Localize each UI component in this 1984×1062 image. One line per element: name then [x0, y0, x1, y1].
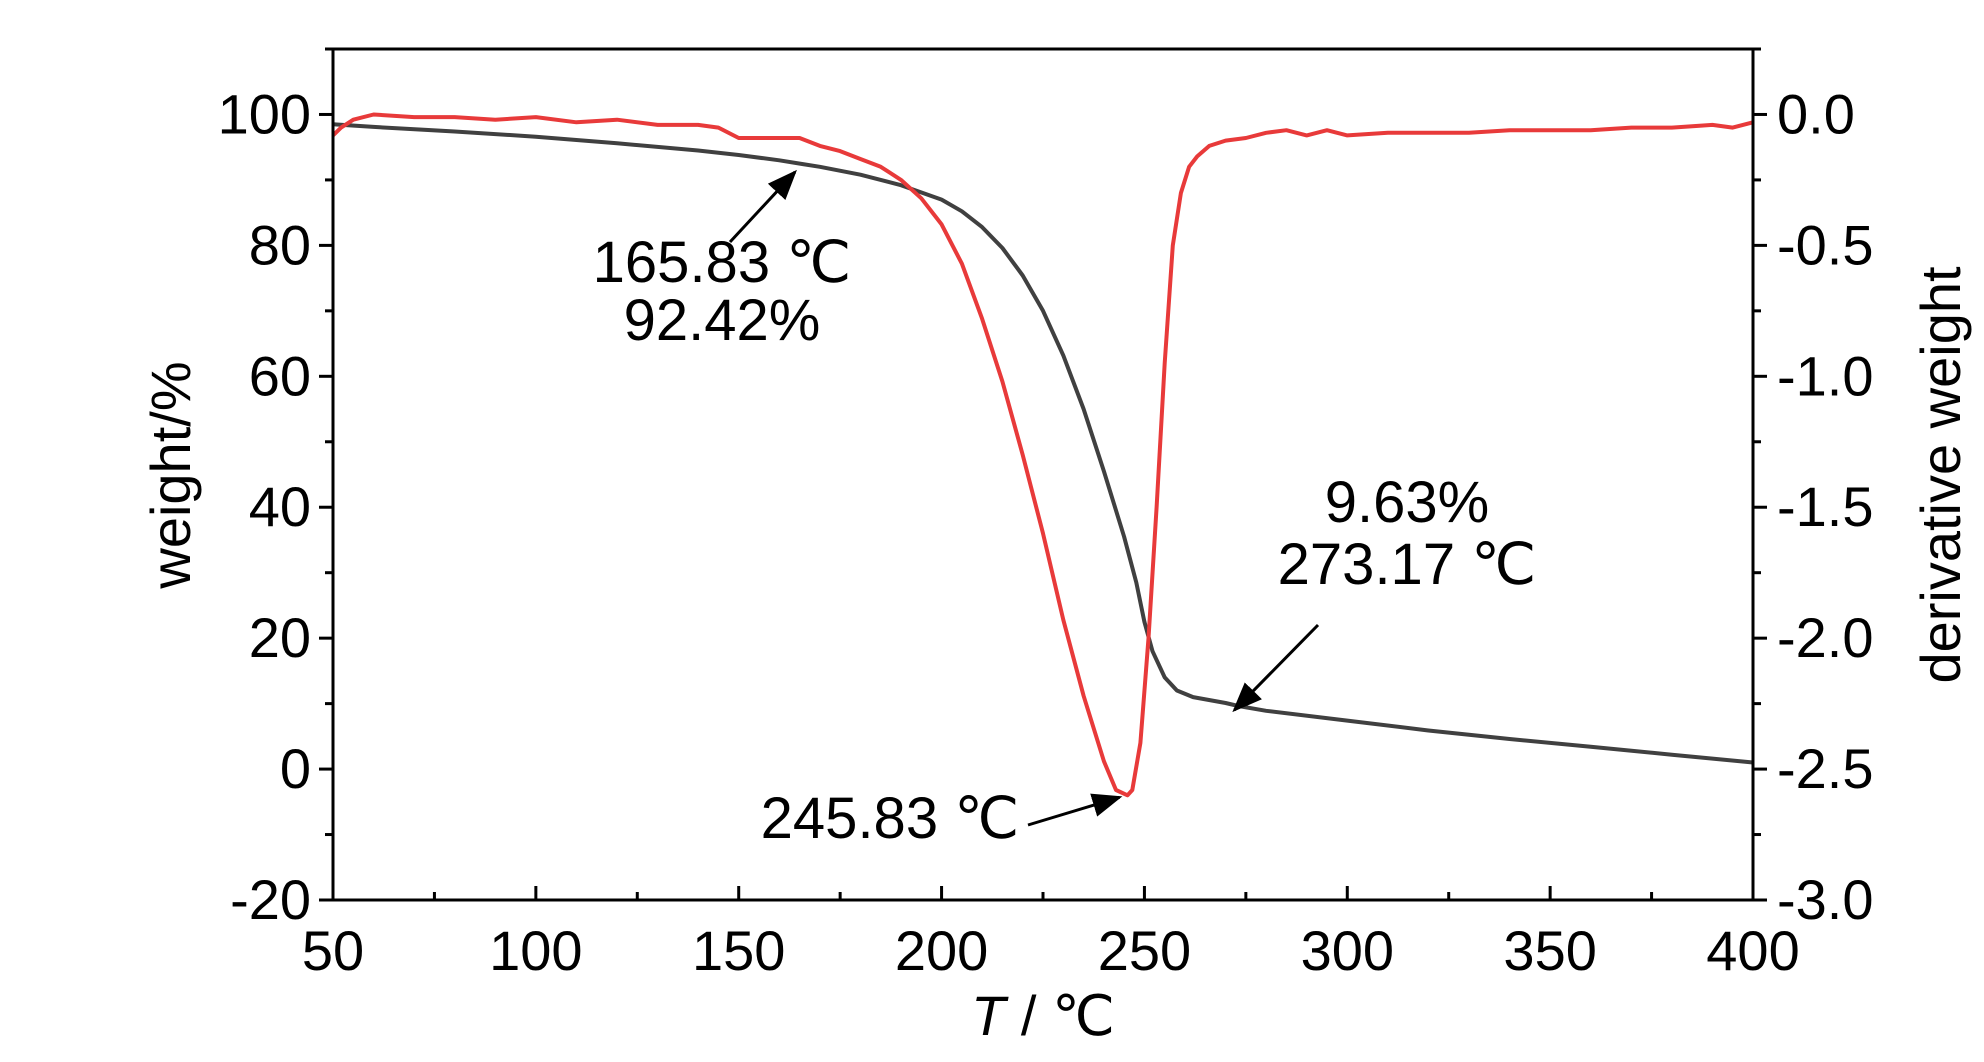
annotation-label: 9.63%	[1325, 470, 1489, 535]
y-left-tick-label: 20	[249, 606, 311, 669]
x-tick-label: 100	[489, 919, 582, 982]
y-left-tick-label: 0	[280, 737, 311, 800]
derivative-weight-line	[331, 112, 1754, 798]
plot-frame	[331, 47, 1755, 902]
y-right-tick-label: 0.0	[1777, 82, 1855, 145]
annotation-label: 92.42%	[624, 288, 821, 353]
annotation-arrow	[1232, 623, 1320, 713]
y-left-tick-label: 100	[218, 82, 311, 145]
annotation-label: 245.83 ℃	[761, 786, 1020, 851]
y-axis-right-label: derivative weight	[1909, 266, 1972, 684]
y-axis-left-label: weight/%	[139, 361, 202, 589]
x-tick-label: 250	[1098, 919, 1191, 982]
x-axis-label-unit: / ℃	[1005, 984, 1115, 1047]
x-tick-label: 300	[1301, 919, 1394, 982]
annotation-arrow	[1027, 793, 1123, 827]
y-left-tick-label: 40	[249, 475, 311, 538]
y-right-tick-label: -1.5	[1777, 475, 1874, 538]
y-left-tick-label: 80	[249, 213, 311, 276]
y-left-tick-label: 60	[249, 344, 311, 407]
y-right-tick-label: -1.0	[1777, 344, 1874, 407]
annotation-arrow	[728, 169, 797, 244]
x-tick-label: 200	[895, 919, 988, 982]
y-left-tick-label: -20	[230, 868, 311, 931]
y-right-tick-label: -0.5	[1777, 213, 1874, 276]
weight-line	[332, 122, 1754, 765]
x-axis-label-italic: T	[971, 984, 1009, 1047]
annotation-label: 165.83 ℃	[593, 230, 852, 295]
x-tick-label: 50	[302, 919, 364, 982]
y-right-tick-label: -2.0	[1777, 606, 1874, 669]
x-tick-label: 400	[1706, 919, 1799, 982]
x-tick-label: 350	[1503, 919, 1596, 982]
y-right-tick-label: -2.5	[1777, 737, 1874, 800]
x-tick-label: 150	[692, 919, 785, 982]
x-axis-label: T / ℃	[971, 984, 1115, 1047]
y-right-tick-label: -3.0	[1777, 868, 1874, 931]
annotation-label: 273.17 ℃	[1278, 532, 1537, 597]
